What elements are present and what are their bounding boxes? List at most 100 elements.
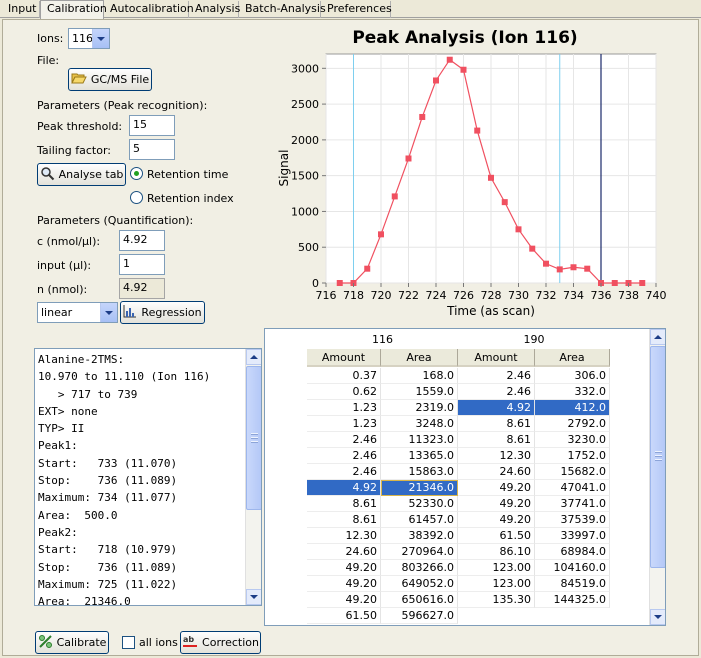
tab-analysis[interactable]: Analysis: [189, 1, 240, 18]
chevron-down-icon: [250, 595, 258, 599]
table-cell[interactable]: 8.61: [307, 496, 381, 512]
table-cell[interactable]: 4.92: [458, 400, 535, 416]
scroll-up-button[interactable]: [650, 329, 665, 345]
table-cell[interactable]: 49.20: [458, 512, 535, 528]
table-cell[interactable]: 68984.0: [535, 544, 610, 560]
tab-input[interactable]: Input: [2, 1, 40, 18]
scroll-down-button[interactable]: [650, 609, 665, 625]
table-cell[interactable]: 135.30: [458, 592, 535, 608]
table-cell[interactable]: 1559.0: [381, 384, 458, 400]
table-cell[interactable]: 168.0: [381, 368, 458, 384]
table-cell[interactable]: 52330.0: [381, 496, 458, 512]
table-cell[interactable]: 49.20: [307, 592, 381, 608]
table-cell[interactable]: 13365.0: [381, 448, 458, 464]
table-cell[interactable]: 47041.0: [535, 480, 610, 496]
table-cell[interactable]: 2.46: [307, 432, 381, 448]
scroll-up-button[interactable]: [246, 349, 261, 365]
table-cell[interactable]: 3248.0: [381, 416, 458, 432]
table-cell[interactable]: 61.50: [458, 528, 535, 544]
table-cell[interactable]: 2319.0: [381, 400, 458, 416]
log-line: Start: 733 (11.070): [38, 456, 178, 470]
table-cell[interactable]: 49.20: [307, 576, 381, 592]
table-cell[interactable]: 8.61: [458, 432, 535, 448]
table-cell[interactable]: 24.60: [307, 544, 381, 560]
table-cell[interactable]: 1.23: [307, 400, 381, 416]
column-header-amount[interactable]: Amount: [458, 349, 535, 367]
retention-index-radio[interactable]: [130, 191, 143, 204]
table-cell[interactable]: 803266.0: [381, 560, 458, 576]
table-scrollbar[interactable]: [649, 329, 665, 625]
tab-autocalibration[interactable]: Autocalibration: [104, 1, 194, 18]
regression-button[interactable]: Regression: [120, 301, 205, 324]
x-tick-label: 738: [618, 289, 639, 302]
input-field[interactable]: 1: [119, 254, 165, 275]
log-textarea[interactable]: Alanine-2TMS: 10.970 to 11.110 (Ion 116) …: [34, 348, 262, 606]
table-cell[interactable]: 86.10: [458, 544, 535, 560]
ions-select[interactable]: 116: [68, 28, 110, 49]
peak-threshold-field[interactable]: 15: [129, 115, 175, 136]
column-header-amount[interactable]: Amount: [307, 349, 381, 367]
table-cell[interactable]: 61.50: [307, 608, 381, 624]
column-header-area[interactable]: Area: [381, 349, 458, 367]
tab-calibration[interactable]: Calibration: [40, 0, 107, 19]
table-cell[interactable]: 3230.0: [535, 432, 610, 448]
column-header-area[interactable]: Area: [535, 349, 610, 367]
correction-button[interactable]: ab Correction: [180, 631, 261, 654]
table-cell[interactable]: 61457.0: [381, 512, 458, 528]
table-cell[interactable]: 8.61: [307, 512, 381, 528]
table-cell[interactable]: 2.46: [307, 448, 381, 464]
table-scroll-thumb[interactable]: [650, 346, 665, 568]
table-cell[interactable]: 596627.0: [381, 608, 458, 624]
gcms-file-button[interactable]: GC/MS File: [68, 68, 152, 91]
table-cell[interactable]: 12.30: [307, 528, 381, 544]
all-ions-checkbox[interactable]: [122, 636, 135, 649]
table-cell[interactable]: 38392.0: [381, 528, 458, 544]
table-cell[interactable]: 49.20: [458, 480, 535, 496]
analyse-tab-button[interactable]: Analyse tab: [37, 163, 126, 186]
table-cell[interactable]: 24.60: [458, 464, 535, 480]
table-cell[interactable]: 37539.0: [535, 512, 610, 528]
table-cell[interactable]: 37741.0: [535, 496, 610, 512]
table-cell[interactable]: 12.30: [458, 448, 535, 464]
table-cell[interactable]: 84519.0: [535, 576, 610, 592]
tab-preferences[interactable]: Preferences: [321, 1, 392, 18]
table-cell[interactable]: 2792.0: [535, 416, 610, 432]
table-cell[interactable]: 49.20: [307, 560, 381, 576]
table-cell[interactable]: 332.0: [535, 384, 610, 400]
table-cell[interactable]: 21346.0: [381, 480, 458, 496]
table-cell[interactable]: 4.92: [307, 480, 381, 496]
retention-time-radio[interactable]: [130, 167, 143, 180]
grip-line: [655, 451, 662, 452]
table-cell[interactable]: 2.46: [458, 368, 535, 384]
table-cell[interactable]: 33997.0: [535, 528, 610, 544]
table-cell[interactable]: 8.61: [458, 416, 535, 432]
table-cell[interactable]: 0.37: [307, 368, 381, 384]
table-cell[interactable]: 49.20: [458, 496, 535, 512]
log-scrollbar[interactable]: [245, 349, 261, 605]
table-cell[interactable]: 650616.0: [381, 592, 458, 608]
table-cell[interactable]: 123.00: [458, 576, 535, 592]
table-cell[interactable]: 144325.0: [535, 592, 610, 608]
table-cell[interactable]: 306.0: [535, 368, 610, 384]
scroll-down-button[interactable]: [246, 589, 261, 605]
table-cell[interactable]: 123.00: [458, 560, 535, 576]
table-cell[interactable]: 412.0: [535, 400, 610, 416]
table-cell[interactable]: 1752.0: [535, 448, 610, 464]
log-scroll-thumb[interactable]: [246, 366, 261, 510]
table-cell[interactable]: 0.62: [307, 384, 381, 400]
tailing-factor-field[interactable]: 5: [129, 139, 175, 160]
table-cell[interactable]: 2.46: [458, 384, 535, 400]
calibration-table[interactable]: 116 190 Amount Area Amount Area 0.37 168.0 2.46 3…: [264, 328, 666, 626]
table-cell[interactable]: 104160.0: [535, 560, 610, 576]
table-cell[interactable]: 270964.0: [381, 544, 458, 560]
table-cell[interactable]: 11323.0: [381, 432, 458, 448]
table-cell[interactable]: 1.23: [307, 416, 381, 432]
calibrate-button[interactable]: Calibrate: [35, 631, 109, 654]
fit-select[interactable]: linear: [37, 302, 118, 323]
table-cell[interactable]: 15682.0: [535, 464, 610, 480]
table-cell[interactable]: 2.46: [307, 464, 381, 480]
table-cell[interactable]: 15863.0: [381, 464, 458, 480]
table-cell[interactable]: 649052.0: [381, 576, 458, 592]
c-field[interactable]: 4.92: [119, 230, 165, 251]
tab-batch-analysis[interactable]: Batch-Analysis: [239, 1, 326, 18]
